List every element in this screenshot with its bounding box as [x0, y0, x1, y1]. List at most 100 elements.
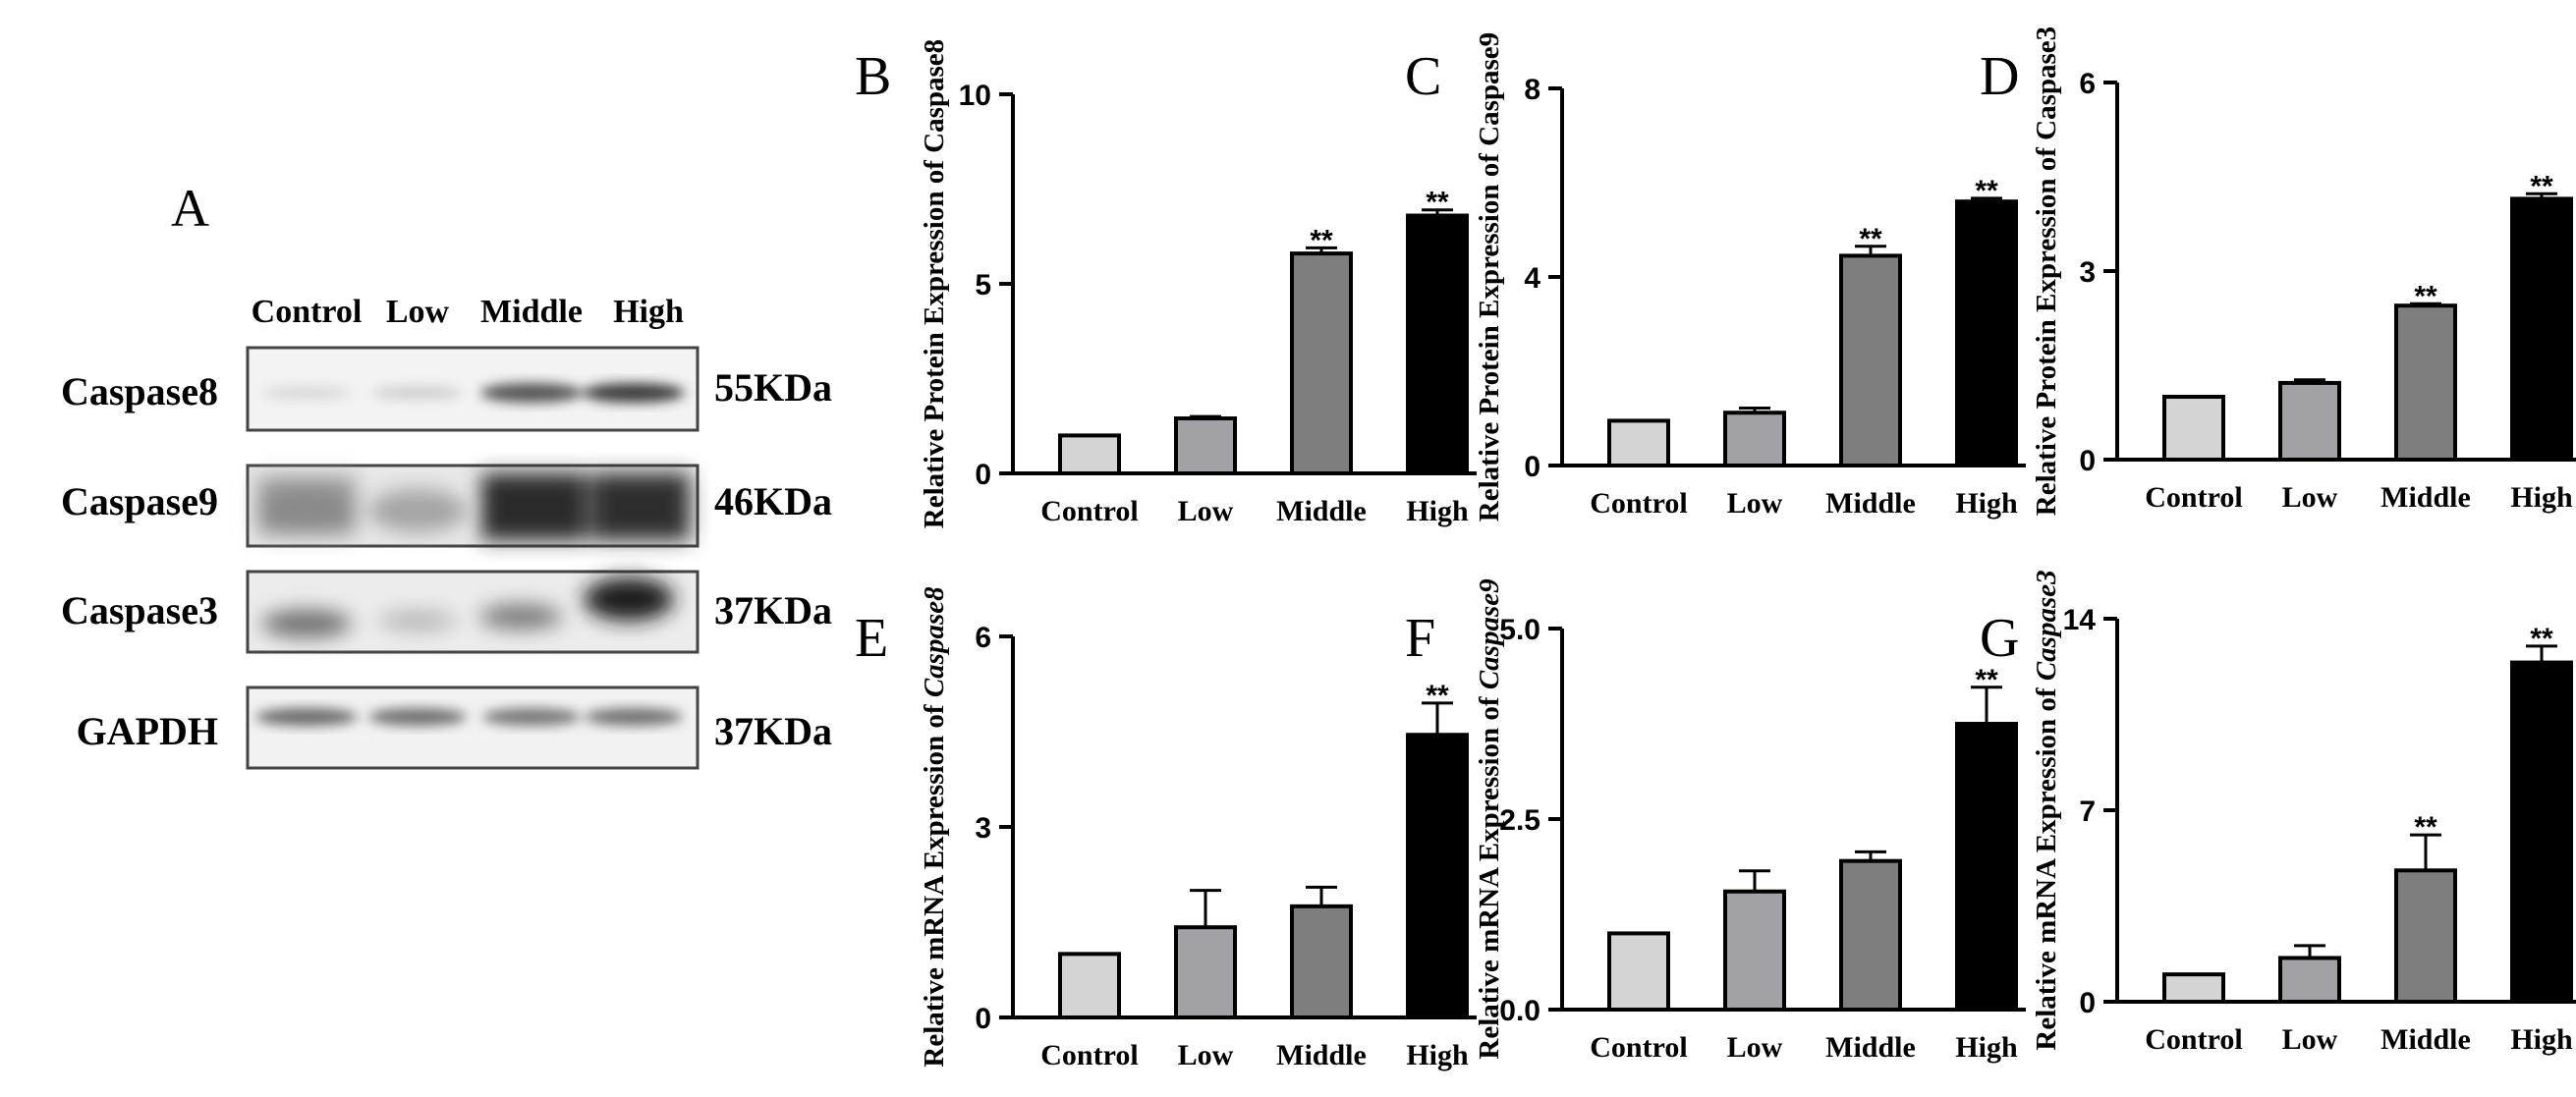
- y-tick-label-g: 7: [2079, 795, 2096, 828]
- chart-b: B 0 5 10 Relative Protein Expression of Casp…: [855, 39, 1477, 528]
- y-tick-label-e: 0: [975, 1003, 991, 1035]
- y-tick-label-b: 0: [975, 459, 991, 491]
- band-caspase3-low: [378, 611, 457, 631]
- wb-size-caspase3: 37KDa: [714, 588, 832, 632]
- significance-g-high: **: [2530, 623, 2553, 655]
- significance-f-high: **: [1975, 664, 1998, 696]
- y-axis-label-c: Relative Protein Expression of Caspase9: [1474, 32, 1505, 521]
- y-tick-label-e: 3: [975, 812, 991, 845]
- bar-d-middle: [2394, 303, 2457, 463]
- y-axis-label-prefix-c: Relative Protein Expression of: [1474, 146, 1505, 521]
- y-axis-label-prefix-g: Relative mRNA Expression of: [2031, 681, 2062, 1050]
- panel-letter-c: C: [1405, 46, 1441, 107]
- panel-letter-e: E: [855, 608, 888, 669]
- panel-letter-d: D: [1980, 46, 2019, 107]
- y-axis-label-gene-d: Caspase3: [2031, 27, 2062, 140]
- y-axis-label-d: Relative Protein Expression of Caspase3: [2031, 27, 2062, 516]
- x-tick-label-d-low: Low: [2282, 481, 2338, 514]
- blot-strip-caspase8: [246, 346, 700, 432]
- chart-d: D 0 3 6 Relative Protein Expression of Caspa…: [1980, 27, 2576, 516]
- band-caspase8-middle: [480, 383, 583, 403]
- y-axis-label-e: Relative mRNA Expression of Caspase8: [919, 586, 950, 1068]
- panel-letter-g: G: [1980, 608, 2019, 669]
- y-tick-label-g: 0: [2079, 987, 2096, 1019]
- bar-c-low: [1723, 411, 1786, 467]
- bar-d-low: [2278, 380, 2341, 463]
- wb-size-caspase9: 46KDa: [714, 479, 832, 523]
- blot-strip-caspase3: [246, 570, 700, 654]
- x-tick-label-c-control: Control: [1590, 487, 1687, 520]
- wb-size-caspase8: 55KDa: [714, 365, 832, 410]
- panel-letter-b: B: [855, 46, 891, 107]
- bar-b-low: [1174, 416, 1237, 475]
- x-tick-label-g-middle: Middle: [2380, 1023, 2471, 1056]
- x-tick-label-g-control: Control: [2145, 1023, 2242, 1056]
- bar-e-low: [1174, 925, 1237, 1020]
- y-tick-label-f: 5.0: [1499, 614, 1540, 646]
- x-tick-label-f-low: Low: [1727, 1031, 1783, 1064]
- bar-b-control: [1058, 433, 1121, 475]
- wb-size-gapdh: 37KDa: [714, 709, 832, 753]
- bar-f-control: [1607, 931, 1670, 1013]
- y-tick-label-d: 3: [2079, 256, 2096, 289]
- bar-g-low: [2278, 956, 2341, 1005]
- y-axis-label-g: Relative mRNA Expression of Caspase3: [2031, 570, 2062, 1050]
- x-tick-label-e-control: Control: [1040, 1039, 1138, 1071]
- y-tick-label-f: 2.5: [1499, 804, 1540, 837]
- y-tick-label-g: 14: [2063, 604, 2097, 636]
- band-caspase8-control: [261, 387, 352, 399]
- blot-strip-gapdh: [246, 686, 700, 770]
- x-tick-label-c-low: Low: [1727, 487, 1783, 520]
- bar-g-middle: [2394, 868, 2457, 1004]
- x-tick-label-e-high: High: [1406, 1039, 1469, 1071]
- western-blot-panel: A Control Low Middle High Caspase8 55KDa…: [61, 179, 832, 770]
- blot-strip-caspase9: [246, 464, 700, 548]
- band-gapdh-high: [585, 708, 683, 726]
- panel-letter-a: A: [171, 179, 209, 238]
- x-tick-label-b-middle: Middle: [1276, 495, 1367, 527]
- significance-d-high: **: [2530, 170, 2553, 202]
- significance-d-middle: **: [2414, 280, 2437, 312]
- y-tick-label-e: 6: [975, 622, 991, 654]
- band-caspase3-control: [261, 610, 352, 637]
- wb-column-high: High: [613, 294, 684, 330]
- y-axis-label-gene-b: Caspase8: [919, 39, 950, 153]
- x-tick-label-g-low: Low: [2282, 1023, 2338, 1056]
- x-tick-label-f-control: Control: [1590, 1031, 1687, 1064]
- bar-e-control: [1058, 952, 1121, 1019]
- bar-g-control: [2162, 972, 2225, 1005]
- chart-c: C 0 4 8 Relative Protein Expression of Caspa…: [1405, 32, 2026, 521]
- x-tick-label-d-control: Control: [2145, 481, 2242, 514]
- y-tick-label-c: 0: [1524, 451, 1540, 483]
- y-tick-label-f: 0.0: [1499, 995, 1540, 1027]
- y-axis-label-prefix-b: Relative Protein Expression of: [919, 153, 950, 528]
- y-axis-label-prefix-e: Relative mRNA Expression of: [919, 697, 950, 1067]
- y-tick-label-c: 4: [1524, 262, 1540, 295]
- y-tick-label-d: 6: [2079, 68, 2096, 100]
- y-tick-label-c: 8: [1524, 74, 1540, 106]
- x-tick-label-f-middle: Middle: [1825, 1031, 1916, 1064]
- wb-row-label-caspase3: Caspase3: [61, 588, 218, 632]
- wb-row-label-gapdh: GAPDH: [77, 709, 218, 753]
- panel-letter-f: F: [1405, 608, 1435, 669]
- significance-g-middle: **: [2414, 811, 2437, 844]
- bar-d-control: [2162, 395, 2225, 462]
- bar-c-middle: [1839, 253, 1902, 467]
- y-axis-label-gene-g: Caspase3: [2031, 570, 2062, 681]
- y-axis-label-b: Relative Protein Expression of Caspase8: [919, 39, 950, 528]
- y-tick-label-b: 10: [959, 80, 991, 112]
- bar-b-high: [1406, 213, 1469, 476]
- y-axis-label-gene-c: Caspase9: [1474, 32, 1505, 146]
- significance-c-middle: **: [1859, 223, 1882, 255]
- x-tick-label-b-low: Low: [1178, 495, 1234, 527]
- x-tick-label-g-high: High: [2510, 1023, 2573, 1056]
- chart-e: E 0 3 6 Relative mRNA Expression of Caspase8…: [855, 586, 1477, 1071]
- band-caspase9-control: [257, 487, 356, 534]
- bar-d-high: [2510, 196, 2573, 462]
- x-tick-label-d-middle: Middle: [2380, 481, 2471, 514]
- y-tick-label-d: 0: [2079, 445, 2096, 477]
- significance-b-middle: **: [1310, 224, 1333, 256]
- wb-column-middle: Middle: [480, 294, 583, 330]
